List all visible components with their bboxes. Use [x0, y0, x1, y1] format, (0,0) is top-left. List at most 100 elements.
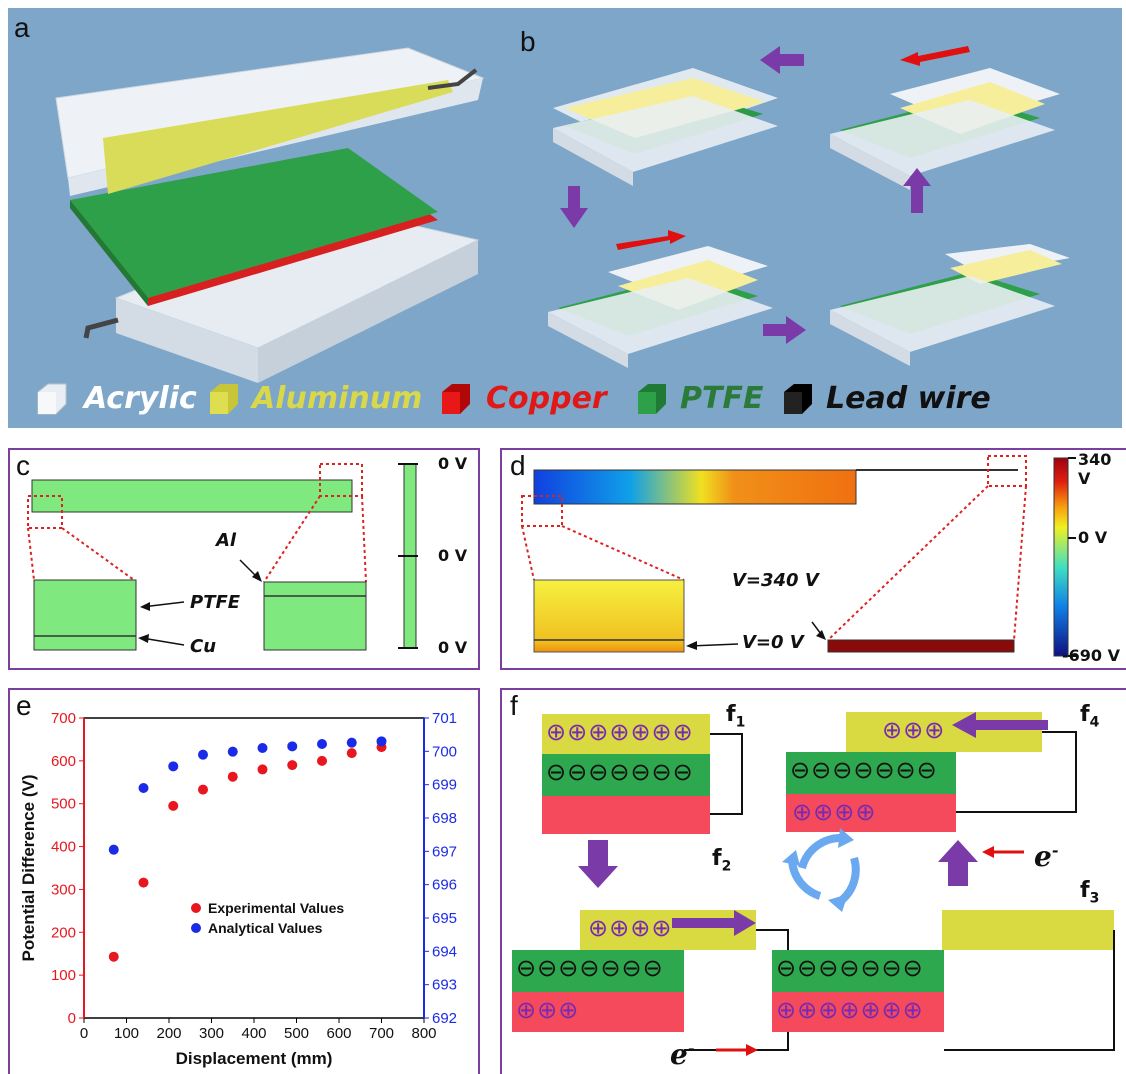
y2-tick-label: 700	[432, 743, 457, 760]
legend-ptfe: PTFE	[680, 381, 764, 416]
f1-negative-charges: ⊖⊖⊖⊖⊖⊖⊖	[546, 758, 694, 786]
analytical-values-point	[138, 783, 149, 793]
analytical-values-point	[257, 743, 268, 753]
label-ptfe: PTFE	[190, 592, 241, 613]
potential-difference-chart: 0 100 200 300 400 500 600 700 800 0 100 200 300 400 50…	[19, 710, 457, 1068]
y-tick-label: 700	[51, 710, 76, 727]
x-tick-label: 300	[199, 1025, 224, 1042]
legend-copper: Copper	[486, 381, 607, 416]
arrow-left-icon	[760, 46, 804, 74]
ptfe-cube-icon	[634, 382, 668, 416]
panel-label-d: d	[510, 450, 526, 481]
x-tick-label: 0	[80, 1025, 88, 1042]
electron-label-f3: e-	[1034, 840, 1059, 873]
label-al: Al	[216, 530, 237, 551]
f3-negative-charges: ⊖⊖⊖⊖⊖⊖⊖	[776, 954, 924, 982]
panel-label-b: b	[520, 26, 536, 57]
x-tick-label: 500	[284, 1025, 309, 1042]
y2-tick-label: 699	[432, 777, 457, 794]
analytical-values-legend-label: Analytical Values	[208, 920, 323, 936]
device-illustration	[55, 46, 1070, 383]
panel-c: c Al PTFE Cu 0 V 0 V 0 V	[8, 448, 480, 670]
arrow-down-icon	[560, 186, 588, 228]
stack-2	[830, 68, 1060, 190]
panel-f: f	[500, 688, 1126, 1074]
panel-e: e 0 100 200 300 400 500 600 700 800 0 100 200 300 400…	[8, 688, 480, 1074]
y-axis-label: Potential Difference (V)	[19, 774, 38, 961]
experimental-values-point	[108, 951, 119, 962]
x-axis-label: Displacement (mm)	[176, 1049, 333, 1068]
red-left-arrow-icon	[982, 846, 994, 858]
experimental-values-point	[257, 764, 268, 775]
y2-tick-label: 701	[432, 710, 457, 727]
experimental-values-point	[287, 760, 298, 771]
stack-3	[548, 246, 773, 368]
y-tick-label: 500	[51, 796, 76, 813]
y-tick-label: 0	[68, 1010, 76, 1027]
experimental-values-point	[317, 755, 327, 766]
experimental-values-point	[168, 800, 179, 811]
y-tick-label: 100	[51, 967, 76, 984]
scale-bottom-label: -690 V	[1062, 646, 1120, 665]
stack-1	[553, 68, 778, 186]
experimental-values-point	[198, 784, 208, 795]
panel-label-f: f	[510, 690, 518, 721]
y2-tick-label: 694	[432, 943, 457, 960]
scale-mid-label: 0 V	[1078, 528, 1108, 547]
y-tick-label: 300	[51, 881, 76, 898]
x-tick-label: 400	[241, 1025, 266, 1042]
analytical-values-legend-marker	[191, 923, 201, 933]
label-f1: f1	[726, 702, 746, 731]
arrow-right-icon	[763, 316, 806, 344]
x-tick-label: 200	[156, 1025, 181, 1042]
aluminum-cube-icon	[206, 382, 240, 416]
analytical-values-point	[317, 739, 327, 749]
x-tick-label: 700	[369, 1025, 394, 1042]
down-arrow-icon	[578, 840, 618, 888]
cycle-arrow-icon	[798, 834, 843, 870]
panel-f-diagram	[512, 712, 1115, 1056]
scale-mid-label: 0 V	[438, 546, 468, 565]
label-cu: Cu	[190, 636, 217, 657]
f4-negative-charges: ⊖⊖⊖⊖⊖⊖⊖	[790, 756, 938, 784]
y2-tick-label: 693	[432, 977, 457, 994]
analytical-values-point	[198, 749, 208, 760]
y-tick-label: 400	[51, 839, 76, 856]
plot-frame	[83, 717, 425, 1019]
figure-panel-ab: a b Acrylic Aluminum Copper PTFE Lead wi…	[8, 8, 1122, 428]
label-v-bottom: V=0 V	[742, 632, 804, 653]
experimental-values-legend-marker	[191, 903, 201, 913]
x-tick-label: 100	[114, 1025, 139, 1042]
f2-right-arrow-icon	[672, 918, 740, 928]
label-f4: f4	[1080, 702, 1100, 731]
analytical-values-point	[376, 736, 387, 747]
analytical-values-point	[346, 737, 357, 748]
experimental-values-point	[346, 748, 357, 759]
stack-4	[830, 244, 1070, 366]
scale-top-label: 340 V	[1078, 450, 1112, 488]
experimental-values-legend-label: Experimental Values	[208, 900, 344, 916]
y2-tick-label: 697	[432, 843, 457, 860]
f4-bottom-positive-charges: ⊕⊕⊕⊕	[792, 798, 877, 826]
red-right-arrow-icon	[746, 1044, 758, 1056]
y2-tick-label: 692	[432, 1010, 457, 1027]
copper-cube-icon	[438, 382, 472, 416]
legend-acrylic: Acrylic	[84, 381, 197, 416]
acrylic-cube-icon	[34, 382, 68, 416]
arrow-up-icon	[903, 168, 931, 213]
y-tick-label: 200	[51, 924, 76, 941]
f2-positive-charges: ⊕⊕⊕⊕	[588, 914, 673, 942]
label-f3: f3	[1080, 878, 1100, 907]
f1-positive-charges: ⊕⊕⊕⊕⊕⊕⊕	[546, 718, 694, 746]
scale-bottom-label: 0 V	[438, 638, 468, 657]
panel-c-diagram	[27, 463, 418, 651]
y-tick-label: 600	[51, 753, 76, 770]
experimental-values-point	[138, 877, 149, 888]
y2-tick-label: 695	[432, 910, 457, 927]
y2-tick-label: 698	[432, 810, 457, 827]
analytical-values-point	[227, 746, 238, 757]
label-f2: f2	[712, 846, 732, 875]
analytical-values-point	[108, 844, 119, 855]
experimental-values-point	[227, 771, 238, 782]
panel-d-diagram	[521, 455, 1076, 657]
